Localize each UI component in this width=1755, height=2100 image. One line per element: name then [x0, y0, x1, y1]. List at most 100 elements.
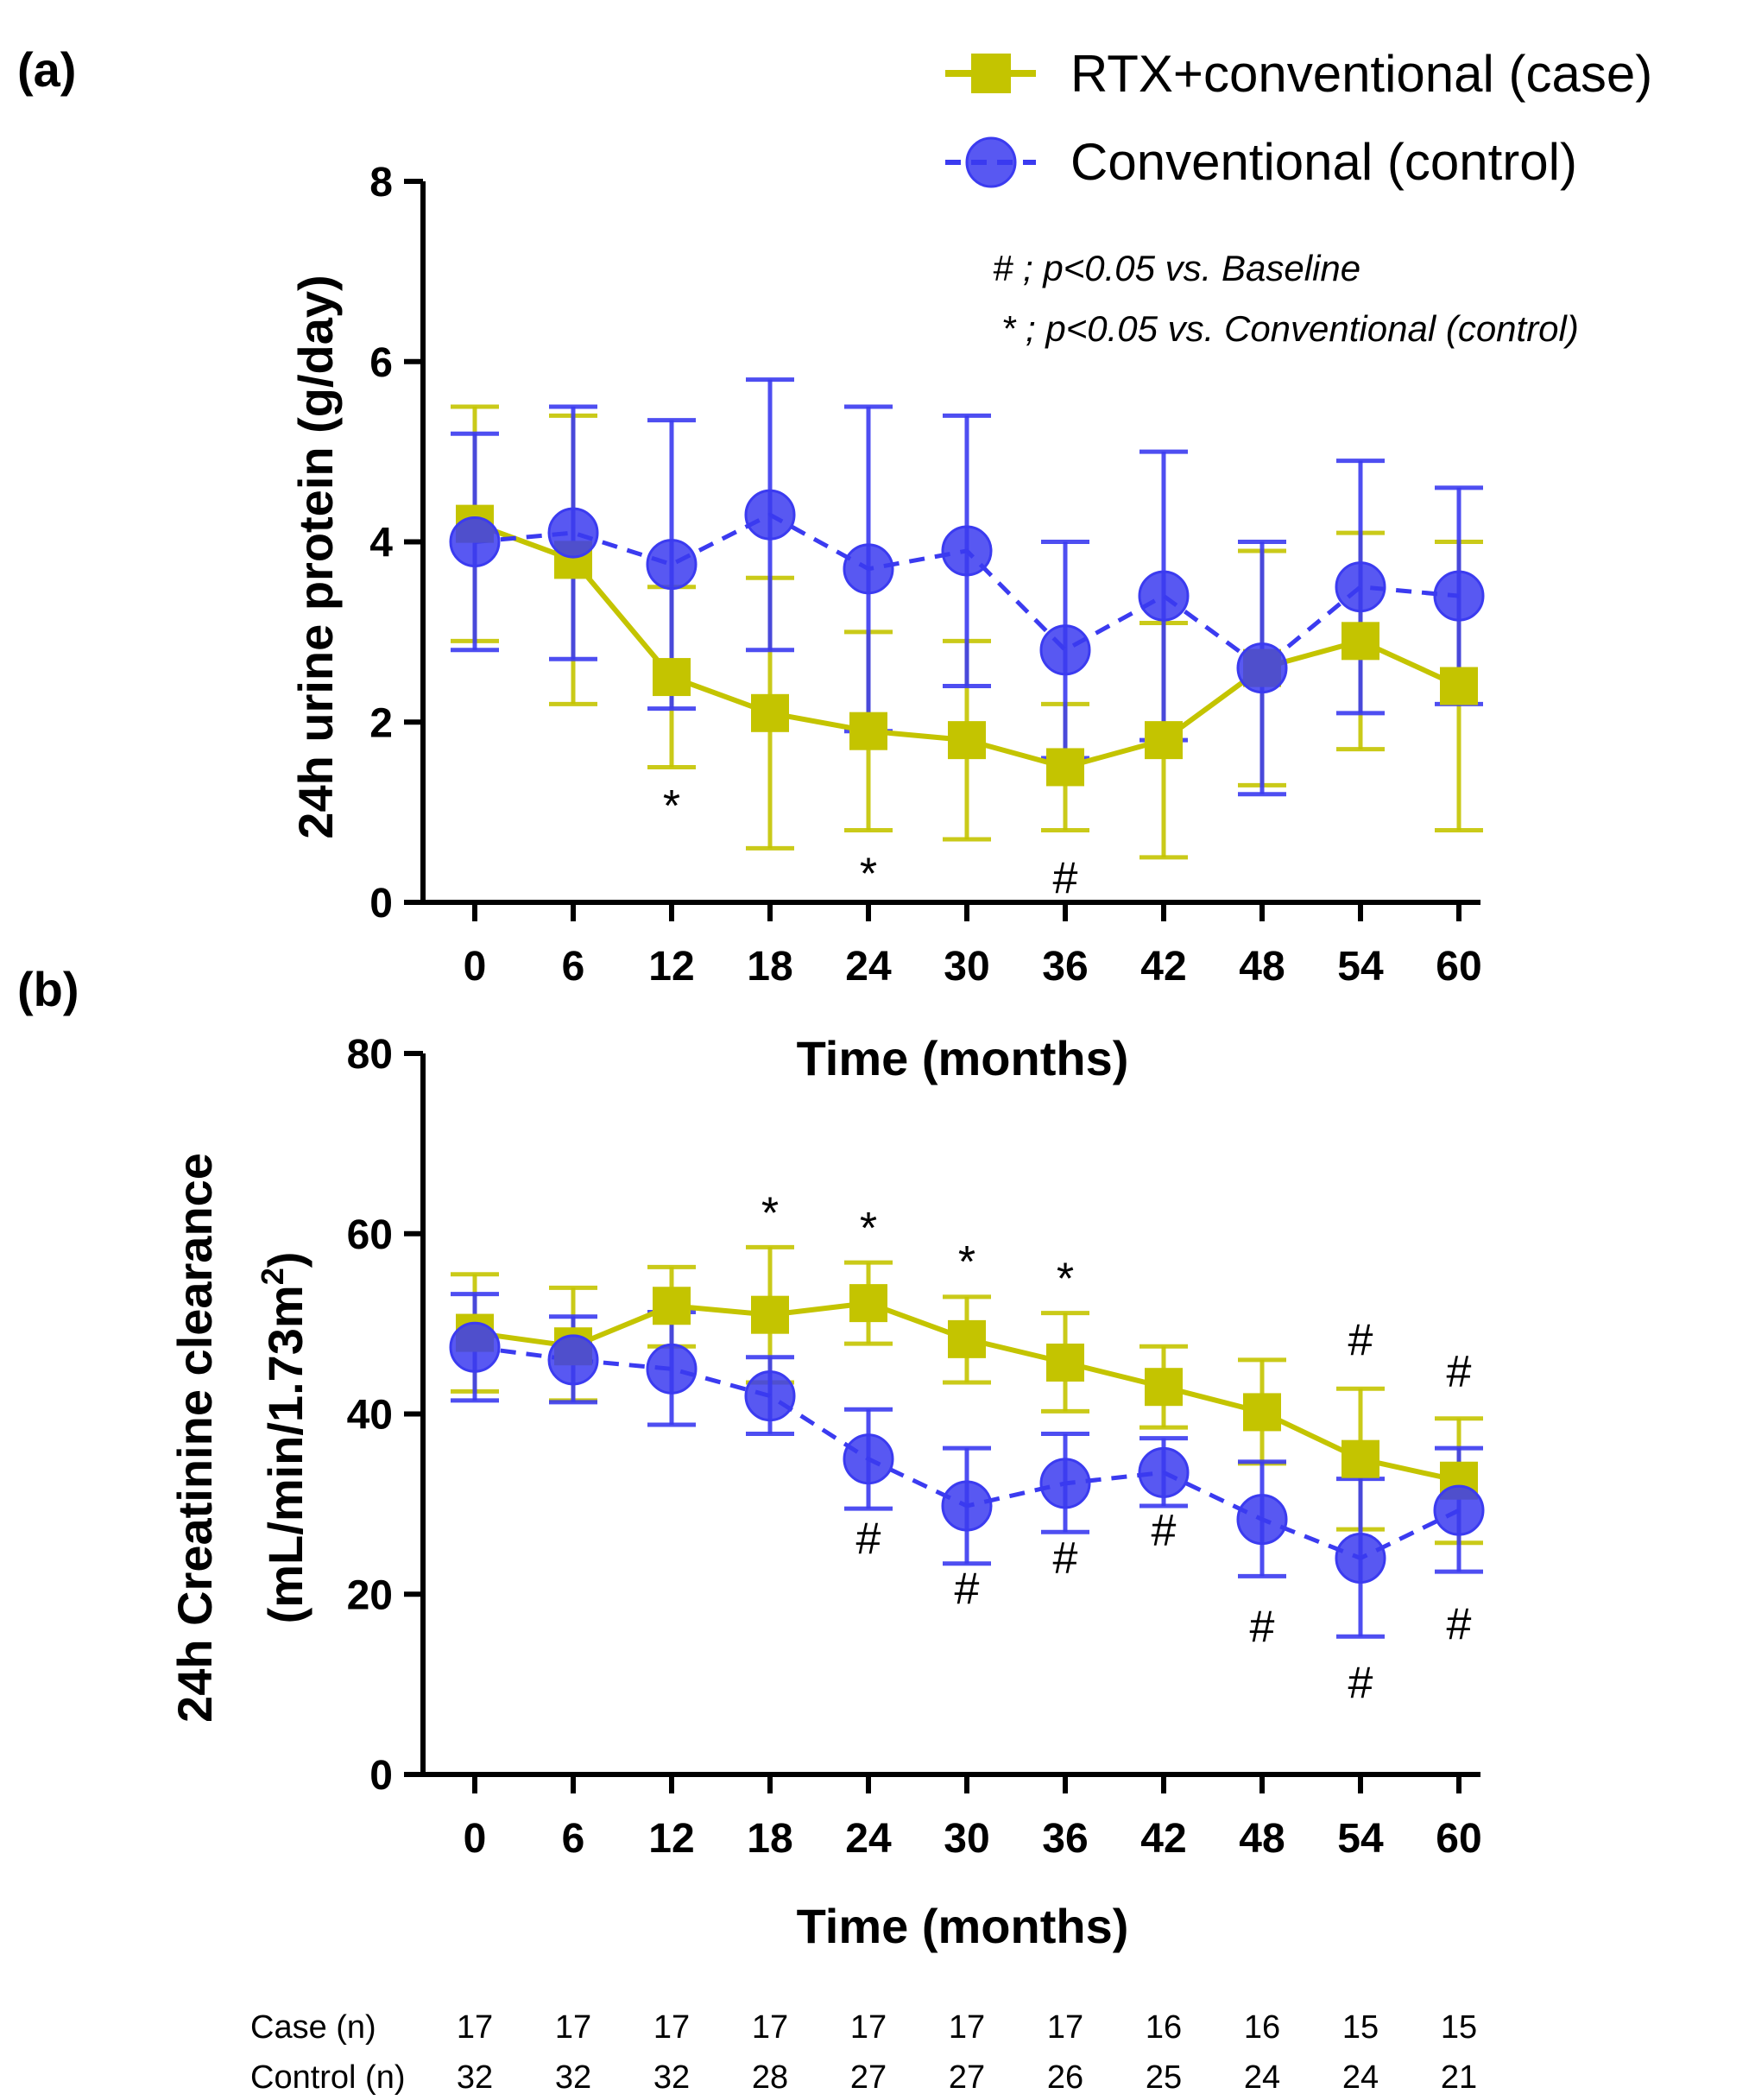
- panel-a-x-tick-label: 30: [944, 944, 989, 990]
- panel-b-control-point: [449, 1321, 501, 1373]
- panel-b-significance-mark: #: [1152, 1506, 1177, 1556]
- n-table-case-count: 15: [1342, 2009, 1379, 2046]
- panel-b-x-tick-label: 42: [1140, 1816, 1186, 1862]
- panel-a-control-point: [1039, 624, 1091, 676]
- legend: RTX+conventional (case) Conventional (co…: [945, 45, 1652, 191]
- panel-a-control-point: [1433, 570, 1485, 622]
- panel-a-control-point: [843, 543, 894, 595]
- panel-a-control-point: [941, 525, 993, 577]
- panel-a-case-point: [1145, 721, 1183, 760]
- panel-b-significance-mark: *: [958, 1237, 975, 1287]
- panel-b-x-tick-label: 24: [845, 1816, 892, 1862]
- panel-a-case-point: [751, 693, 789, 732]
- panel-b-case-point: [948, 1319, 986, 1358]
- panel-a-case-point: [1342, 622, 1379, 661]
- n-table-control-count: 24: [1244, 2059, 1280, 2096]
- panel-b-control-point: [1335, 1533, 1386, 1584]
- panel-a-case-point: [948, 721, 986, 760]
- panel-a-y-tick-label: 4: [369, 521, 393, 566]
- n-table-control-label: Control (n): [250, 2059, 406, 2096]
- control-note: * ; p<0.05 vs. Conventional (control): [1001, 308, 1579, 349]
- panel-b-label: (b): [17, 962, 79, 1016]
- n-table-control-count: 32: [555, 2059, 591, 2096]
- n-table-case-count: 17: [1047, 2009, 1083, 2046]
- panel-a-y-tick-label: 6: [369, 340, 393, 386]
- panel-b-case-point: [653, 1287, 691, 1325]
- panel-b-control-point: [941, 1480, 993, 1532]
- panel-b-case-point: [1145, 1368, 1183, 1407]
- panel-b-xlabel: Time (months): [797, 1899, 1129, 1953]
- panel-b-significance-mark: *: [761, 1188, 779, 1238]
- panel-b-y-tick-label: 20: [347, 1572, 393, 1618]
- n-table-control-count: 28: [752, 2059, 788, 2096]
- panel-b-y-tick-label: 80: [347, 1032, 393, 1078]
- panel-a-control-point: [1138, 570, 1190, 622]
- n-table-control-count: 27: [949, 2059, 985, 2096]
- panel-a-x-tick-label: 6: [562, 944, 585, 990]
- panel-b-control-point: [744, 1370, 796, 1422]
- panel-b-case-point: [849, 1284, 887, 1323]
- panel-b-x-tick-label: 18: [747, 1816, 792, 1862]
- panel-a-chart: 24h urine protein (g/day) Time (months) …: [288, 160, 1485, 1085]
- panel-a-y-tick-label: 2: [369, 700, 393, 746]
- panel-b-x-tick-label: 60: [1436, 1816, 1481, 1862]
- panel-b-x-tick-label: 48: [1239, 1816, 1285, 1862]
- panel-b-control-point: [1039, 1458, 1091, 1509]
- n-table-control-count: 32: [457, 2059, 493, 2096]
- panel-a-control-point: [547, 507, 599, 559]
- panel-a-y-tick-label: 8: [369, 160, 393, 206]
- panel-b-control-point: [1138, 1446, 1190, 1498]
- n-table-control-count: 24: [1342, 2059, 1379, 2096]
- panel-b-x-tick-label: 12: [648, 1816, 694, 1862]
- panel-a-x-tick-label: 48: [1239, 944, 1285, 990]
- panel-a-x-tick-label: 0: [464, 944, 487, 990]
- panel-a-x-tick-label: 36: [1042, 944, 1088, 990]
- panel-a-case-point: [653, 658, 691, 697]
- legend-control-marker: [965, 136, 1017, 188]
- panel-a-y-tick-label: 0: [369, 881, 393, 927]
- panel-b-significance-mark: #: [856, 1514, 881, 1564]
- panel-b-significance-mark: *: [860, 1204, 877, 1254]
- n-table: Case (n) Control (n) 17 32 17 32 17 32 17 28 17 2…: [250, 2009, 1477, 2096]
- panel-b-x-tick-label: 30: [944, 1816, 989, 1862]
- panel-a-x-tick-label: 18: [747, 944, 792, 990]
- panel-b-control-point: [843, 1433, 894, 1485]
- panel-b-y-tick-label: 0: [369, 1753, 393, 1799]
- n-table-case-count: 17: [653, 2009, 690, 2046]
- panel-b-x-tick-label: 6: [562, 1816, 585, 1862]
- panel-b-x-tick-label: 54: [1337, 1816, 1384, 1862]
- n-table-case-count: 17: [850, 2009, 887, 2046]
- panel-b-control-point: [1236, 1494, 1288, 1546]
- panel-b-significance-mark: #: [1250, 1603, 1275, 1653]
- n-table-case-count: 15: [1441, 2009, 1477, 2046]
- legend-control-label: Conventional (control): [1070, 133, 1577, 191]
- panel-a-xlabel: Time (months): [797, 1031, 1129, 1085]
- panel-a-x-tick-label: 24: [845, 944, 892, 990]
- panel-a-significance-mark: *: [663, 781, 680, 832]
- n-table-control-count: 26: [1047, 2059, 1083, 2096]
- panel-b-significance-mark: #: [1348, 1316, 1373, 1366]
- panel-a-x-tick-label: 12: [648, 944, 694, 990]
- panel-b-ylabel: 24h Creatinine clearance: [167, 1153, 222, 1723]
- panel-b-control-point: [1433, 1484, 1485, 1536]
- panel-a-case-point: [1440, 667, 1478, 705]
- panel-b-significance-mark: #: [1053, 1534, 1078, 1584]
- panel-b-ylabel-units-end: ): [258, 1252, 312, 1268]
- panel-a-control-point: [1236, 642, 1288, 694]
- panel-b-y-tick-label: 40: [347, 1393, 393, 1439]
- panel-b-ylabel-units-main: (mL/min/1.73m: [258, 1285, 312, 1623]
- panel-a-significance-mark: *: [860, 849, 877, 899]
- panel-b-control-point: [646, 1343, 698, 1395]
- panel-a-significance-mark: #: [1053, 854, 1078, 904]
- panel-b-significance-mark: #: [1447, 1347, 1472, 1397]
- panel-b-x-tick-label: 0: [464, 1816, 487, 1862]
- n-table-case-count: 16: [1244, 2009, 1280, 2046]
- n-table-case-label: Case (n): [250, 2009, 376, 2046]
- n-table-case-count: 17: [949, 2009, 985, 2046]
- n-table-control-count: 32: [653, 2059, 690, 2096]
- panel-a-control-point: [1335, 561, 1386, 613]
- panel-a-case-point: [849, 712, 887, 750]
- panel-a-label: (a): [17, 42, 76, 97]
- panel-a-x-tick-label: 60: [1436, 944, 1481, 990]
